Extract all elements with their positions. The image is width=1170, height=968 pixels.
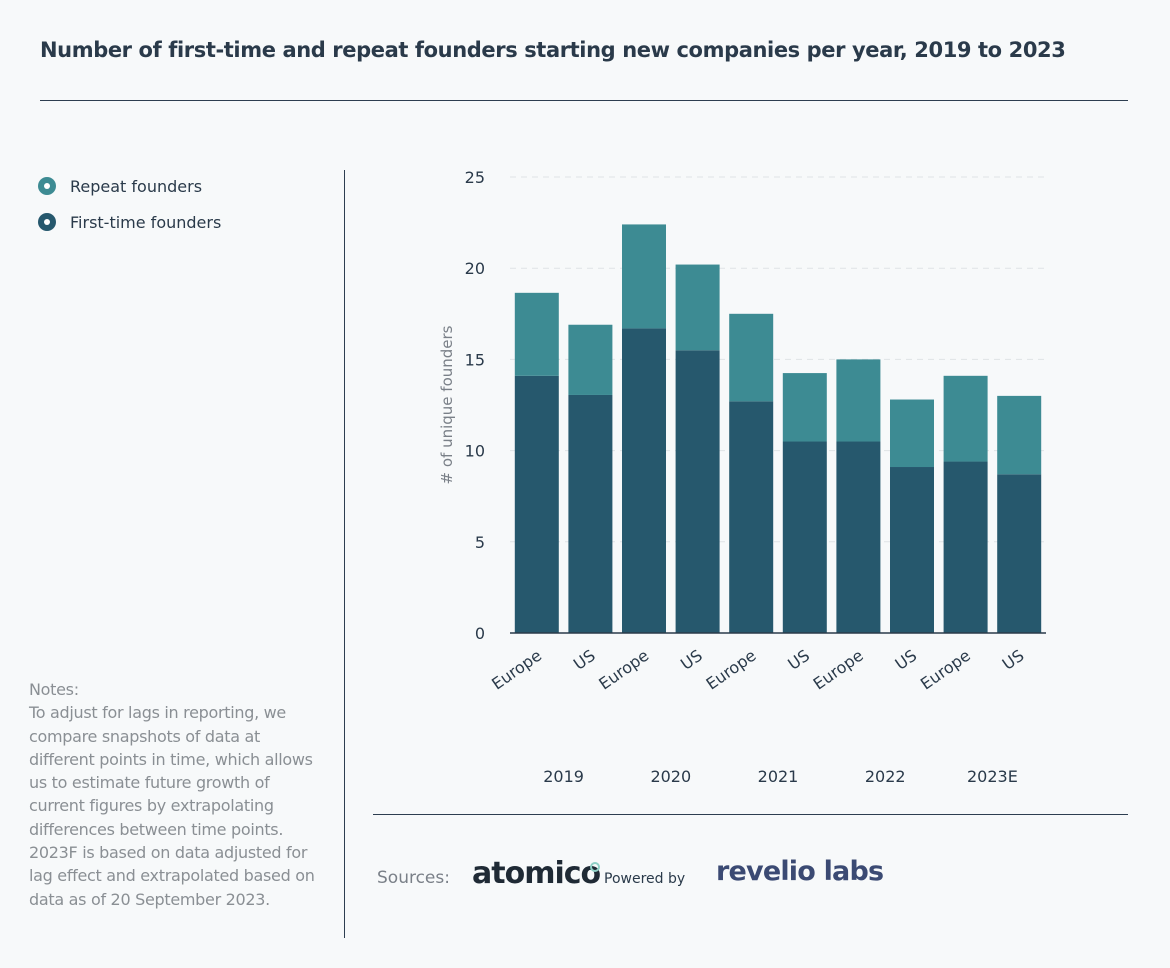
x-group-label: 2021 <box>758 767 799 786</box>
legend-dot-icon <box>38 177 56 195</box>
sidebar-divider <box>344 170 345 938</box>
revelio-labs-logo: revelio labs <box>716 856 884 887</box>
y-tick-label: 10 <box>465 442 485 461</box>
bar-repeat-founders <box>782 373 827 442</box>
x-category-label: Europe <box>595 646 652 694</box>
x-group-label: 2019 <box>543 767 584 786</box>
bar-first-time-founders <box>890 467 934 633</box>
x-category-label: Europe <box>810 646 867 694</box>
x-category-label: US <box>570 646 599 674</box>
x-category-label: US <box>784 646 813 674</box>
legend-dot-icon <box>38 213 56 231</box>
y-tick-label: 15 <box>465 350 485 369</box>
bar-first-time-founders <box>675 350 720 633</box>
legend-label: Repeat founders <box>70 176 203 196</box>
bar-repeat-founders <box>675 264 720 351</box>
bar-first-time-founders <box>568 394 613 633</box>
legend-item-repeat: Repeat founders <box>38 168 221 204</box>
notes-text: To adjust for lags in reporting, we comp… <box>29 703 315 909</box>
bar-first-time-founders <box>782 441 827 633</box>
sources-label: Sources: <box>377 868 450 888</box>
bar-first-time-founders <box>729 401 774 633</box>
bar-first-time-founders <box>997 474 1042 633</box>
bar-repeat-founders <box>890 399 934 468</box>
sources-divider <box>373 814 1128 815</box>
bar-repeat-founders <box>514 292 559 376</box>
chart-title: Number of first-time and repeat founders… <box>40 38 1066 62</box>
y-tick-label: 5 <box>475 533 485 552</box>
x-category-label: Europe <box>917 646 974 694</box>
y-tick-label: 20 <box>465 259 485 278</box>
x-group-label: 2023E <box>967 767 1018 786</box>
bar-first-time-founders <box>836 441 881 633</box>
legend-label: First-time founders <box>70 212 222 232</box>
y-tick-label: 25 <box>465 168 485 187</box>
y-axis-label: # of unique founders <box>438 325 456 484</box>
bar-repeat-founders <box>943 375 988 462</box>
powered-by-label: Powered by <box>604 871 686 887</box>
x-category-label: Europe <box>488 646 545 694</box>
atomico-logo-dot <box>590 862 600 872</box>
bar-first-time-founders <box>514 375 559 633</box>
bar-repeat-founders <box>568 324 613 395</box>
x-category-label: US <box>891 646 920 674</box>
notes: Notes: To adjust for lags in reporting, … <box>29 678 329 911</box>
y-tick-label: 0 <box>475 624 485 643</box>
bar-repeat-founders <box>836 359 881 442</box>
x-category-label: US <box>999 646 1028 674</box>
x-category-label: US <box>677 646 706 674</box>
x-group-label: 2020 <box>650 767 691 786</box>
legend: Repeat founders First-time founders <box>38 168 221 240</box>
legend-item-first-time: First-time founders <box>38 204 221 240</box>
bar-repeat-founders <box>997 395 1042 475</box>
bar-repeat-founders <box>729 313 774 402</box>
title-divider <box>40 100 1128 101</box>
atomico-logo: atomico <box>472 856 601 891</box>
x-category-label: Europe <box>703 646 760 694</box>
x-group-label: 2022 <box>865 767 906 786</box>
bar-first-time-founders <box>622 328 666 633</box>
bar-first-time-founders <box>943 461 988 633</box>
notes-heading: Notes: <box>29 680 79 699</box>
bar-repeat-founders <box>622 224 666 329</box>
